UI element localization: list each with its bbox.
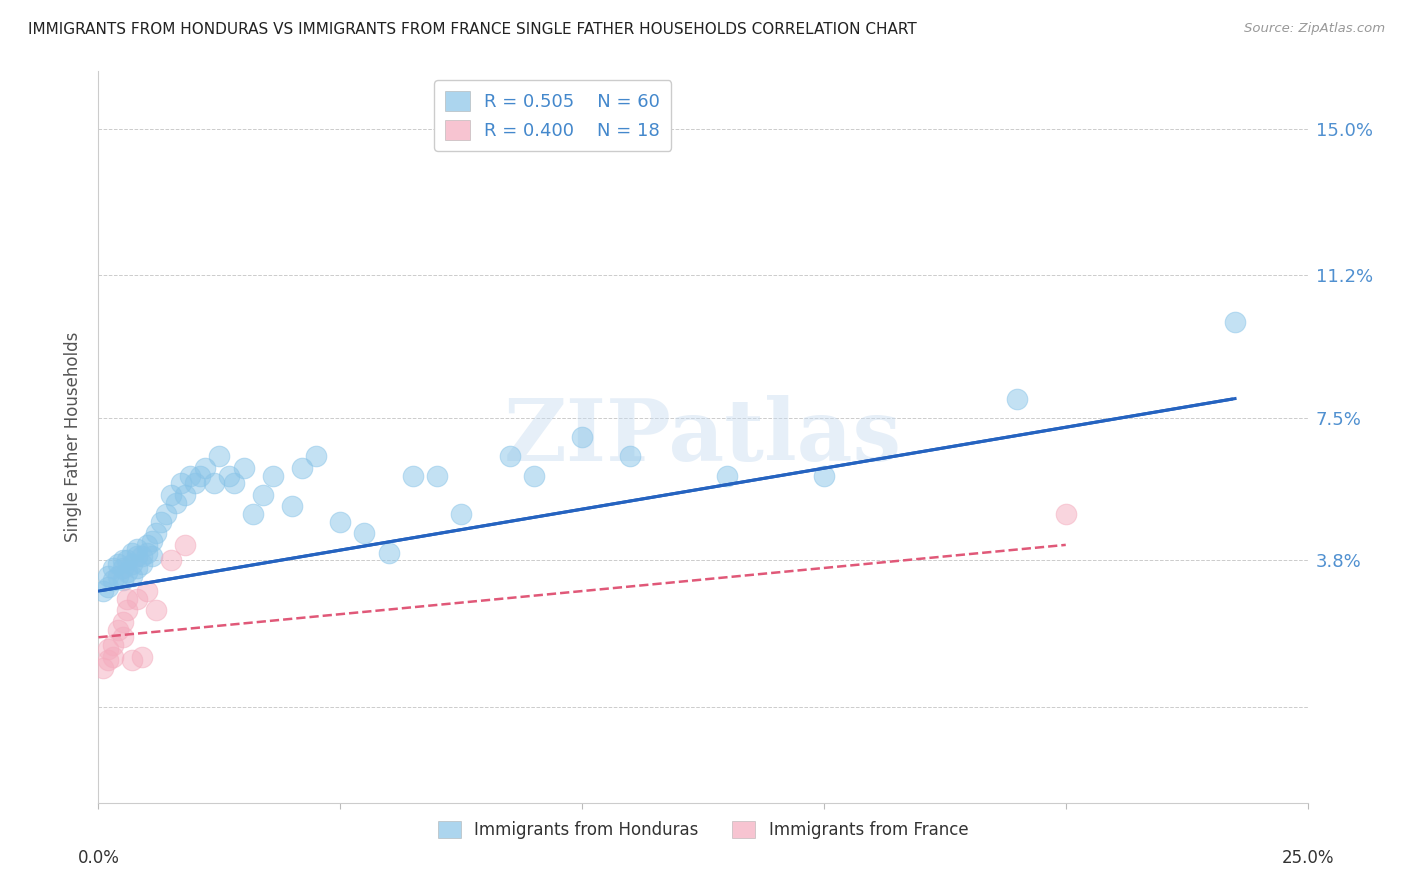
- Point: [218, 468, 240, 483]
- Point: [121, 545, 143, 559]
- Point: [188, 468, 211, 483]
- Point: [97, 580, 120, 594]
- Point: [160, 553, 183, 567]
- Text: 25.0%: 25.0%: [1281, 849, 1334, 867]
- Point: [97, 653, 120, 667]
- Point: [290, 461, 312, 475]
- Point: [121, 557, 143, 571]
- Text: IMMIGRANTS FROM HONDURAS VS IMMIGRANTS FROM FRANCE SINGLE FATHER HOUSEHOLDS CORR: IMMIGRANTS FROM HONDURAS VS IMMIGRANTS F…: [28, 22, 917, 37]
- Point: [141, 549, 163, 564]
- Point: [305, 450, 328, 464]
- Point: [1007, 392, 1029, 406]
- Point: [111, 615, 134, 629]
- Point: [111, 553, 134, 567]
- Point: [571, 430, 593, 444]
- Point: [155, 507, 177, 521]
- Point: [262, 468, 284, 483]
- Point: [165, 495, 187, 509]
- Point: [179, 468, 201, 483]
- Point: [117, 591, 139, 606]
- Point: [1054, 507, 1077, 521]
- Point: [131, 557, 153, 571]
- Point: [145, 526, 167, 541]
- Point: [377, 545, 399, 559]
- Point: [97, 641, 120, 656]
- Point: [91, 661, 114, 675]
- Point: [101, 638, 124, 652]
- Point: [242, 507, 264, 521]
- Point: [1223, 315, 1246, 329]
- Point: [127, 549, 149, 564]
- Point: [184, 476, 207, 491]
- Point: [101, 561, 124, 575]
- Point: [353, 526, 375, 541]
- Point: [97, 568, 120, 582]
- Point: [135, 538, 157, 552]
- Point: [131, 549, 153, 564]
- Point: [111, 630, 134, 644]
- Point: [716, 468, 738, 483]
- Point: [135, 545, 157, 559]
- Point: [107, 568, 129, 582]
- Text: 0.0%: 0.0%: [77, 849, 120, 867]
- Y-axis label: Single Father Households: Single Father Households: [65, 332, 83, 542]
- Point: [222, 476, 245, 491]
- Text: ZIPatlas: ZIPatlas: [503, 395, 903, 479]
- Point: [121, 568, 143, 582]
- Point: [127, 561, 149, 575]
- Point: [107, 557, 129, 571]
- Point: [117, 603, 139, 617]
- Point: [204, 476, 226, 491]
- Point: [111, 573, 134, 587]
- Point: [131, 649, 153, 664]
- Point: [141, 534, 163, 549]
- Point: [208, 450, 231, 464]
- Point: [174, 488, 197, 502]
- Point: [160, 488, 183, 502]
- Point: [813, 468, 835, 483]
- Point: [426, 468, 449, 483]
- Point: [169, 476, 191, 491]
- Point: [107, 623, 129, 637]
- Point: [150, 515, 173, 529]
- Point: [450, 507, 472, 521]
- Point: [498, 450, 520, 464]
- Point: [101, 573, 124, 587]
- Point: [127, 591, 149, 606]
- Point: [402, 468, 425, 483]
- Legend: Immigrants from Honduras, Immigrants from France: Immigrants from Honduras, Immigrants fro…: [432, 814, 974, 846]
- Point: [619, 450, 641, 464]
- Text: Source: ZipAtlas.com: Source: ZipAtlas.com: [1244, 22, 1385, 36]
- Point: [232, 461, 254, 475]
- Point: [174, 538, 197, 552]
- Point: [117, 565, 139, 579]
- Point: [523, 468, 546, 483]
- Point: [135, 584, 157, 599]
- Point: [111, 561, 134, 575]
- Point: [121, 653, 143, 667]
- Point: [101, 649, 124, 664]
- Point: [252, 488, 274, 502]
- Point: [127, 541, 149, 556]
- Point: [281, 500, 304, 514]
- Point: [329, 515, 352, 529]
- Point: [91, 584, 114, 599]
- Point: [117, 553, 139, 567]
- Point: [145, 603, 167, 617]
- Point: [194, 461, 217, 475]
